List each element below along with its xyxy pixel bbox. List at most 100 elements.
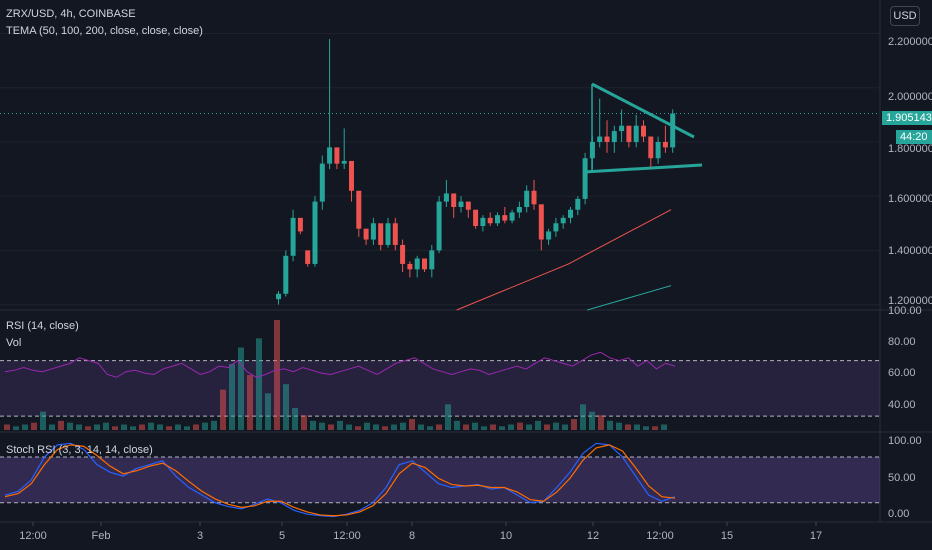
candle-body — [487, 217, 493, 224]
volume-bar — [418, 424, 424, 430]
volume-bar — [364, 422, 370, 430]
candle-body — [305, 250, 311, 264]
volume-bar — [535, 420, 541, 430]
volume-bar — [211, 420, 217, 430]
candle-body — [370, 223, 376, 240]
candle-body — [531, 190, 537, 205]
volume-bar — [517, 422, 523, 430]
candle-body — [312, 201, 318, 264]
volume-bar — [85, 426, 91, 430]
volume-bar — [607, 420, 613, 430]
volume-bar — [22, 424, 28, 430]
volume-bar — [355, 426, 361, 430]
volume-bar — [166, 426, 172, 430]
volume-bar — [625, 424, 631, 430]
candle-body — [319, 163, 325, 202]
last-price-tag: 1.905143 — [882, 111, 932, 125]
volume-bar — [274, 320, 280, 430]
volume-bar — [499, 426, 505, 430]
candle-body — [611, 131, 617, 142]
stoch-rsi-legend[interactable]: Stoch RSI (3, 3, 14, 14, close) — [6, 444, 153, 456]
volume-bar — [373, 424, 379, 430]
candle-body — [568, 209, 573, 218]
candle-body — [546, 231, 552, 240]
volume-bar — [139, 424, 145, 430]
rsi-axis-tick: 80.00 — [888, 336, 916, 348]
time-axis-label: 10 — [499, 530, 513, 542]
volume-bar — [310, 420, 316, 430]
rsi-axis-tick: 100.00 — [888, 305, 922, 317]
candle-body — [662, 141, 668, 148]
stoch-d-line — [4, 444, 676, 517]
price-axis-tick: 1.600000 — [888, 193, 932, 205]
volume-bar — [49, 424, 55, 430]
volume-bar — [634, 424, 640, 430]
price-axis-tick: 1.200000 — [888, 295, 932, 307]
volume-bar — [175, 424, 181, 430]
symbol-title[interactable]: ZRX/USD, 4h, COINBASE — [6, 8, 136, 20]
time-axis-label: 5 — [278, 530, 286, 542]
candle-body — [429, 250, 435, 270]
volume-legend[interactable]: Vol — [6, 337, 22, 349]
volume-bar — [661, 424, 667, 430]
rsi-legend[interactable]: RSI (14, close) — [6, 320, 79, 332]
volume-bar — [4, 424, 10, 430]
tema-indicator-legend[interactable]: TEMA (50, 100, 200, close, close, close) — [6, 25, 203, 37]
volume-bar — [40, 411, 46, 430]
volume-bar — [301, 415, 307, 430]
volume-bar — [31, 422, 37, 430]
volume-bar — [346, 424, 352, 430]
candle-body — [327, 147, 333, 164]
candle-body — [553, 223, 559, 232]
candle-body — [575, 198, 581, 210]
candle-body — [516, 207, 522, 213]
currency-button[interactable]: USD — [890, 6, 920, 26]
volume-bar — [337, 420, 343, 430]
time-axis-label: 12:00 — [646, 530, 674, 542]
candle-body — [392, 223, 398, 245]
volume-bar — [598, 415, 604, 430]
volume-bar — [319, 422, 325, 430]
tema-line — [587, 285, 672, 311]
candle-body — [502, 215, 508, 221]
price-axis-tick: 1.800000 — [888, 143, 932, 155]
volume-bar — [265, 393, 271, 430]
rsi-band — [0, 360, 880, 417]
volume-bar — [67, 422, 73, 430]
candle-body — [538, 204, 544, 240]
candle-body — [648, 136, 654, 159]
volume-bar — [94, 424, 100, 430]
volume-bar — [256, 338, 262, 430]
candle-body — [495, 215, 500, 224]
candle-body — [626, 125, 632, 142]
candle-body — [356, 190, 362, 229]
candle-body — [597, 136, 603, 142]
volume-bar — [76, 424, 82, 430]
lower-trendline — [583, 163, 703, 174]
volume-bar — [382, 426, 388, 430]
volume-bar — [445, 404, 451, 430]
volume-bar — [544, 424, 550, 430]
price-axis-tick: 2.200000 — [888, 36, 932, 48]
candle-body — [560, 217, 566, 224]
volume-bar — [193, 424, 199, 430]
bar-countdown-tag: 44:20 — [896, 130, 932, 144]
volume-bar — [184, 426, 190, 430]
rsi-line — [4, 351, 676, 378]
volume-bar — [292, 408, 298, 430]
candle-body — [276, 293, 281, 300]
volume-bar — [454, 420, 460, 430]
candle-body — [465, 201, 471, 210]
stoch-band — [0, 457, 880, 503]
volume-bar — [202, 422, 208, 430]
stoch-axis-tick: 50.00 — [888, 472, 916, 484]
volume-bar — [58, 420, 64, 430]
candle-body — [341, 160, 347, 164]
candle-body — [334, 147, 340, 164]
volume-bar — [553, 422, 559, 430]
candle-body — [655, 141, 661, 159]
volume-bar — [589, 411, 595, 430]
volume-bar — [229, 364, 235, 430]
